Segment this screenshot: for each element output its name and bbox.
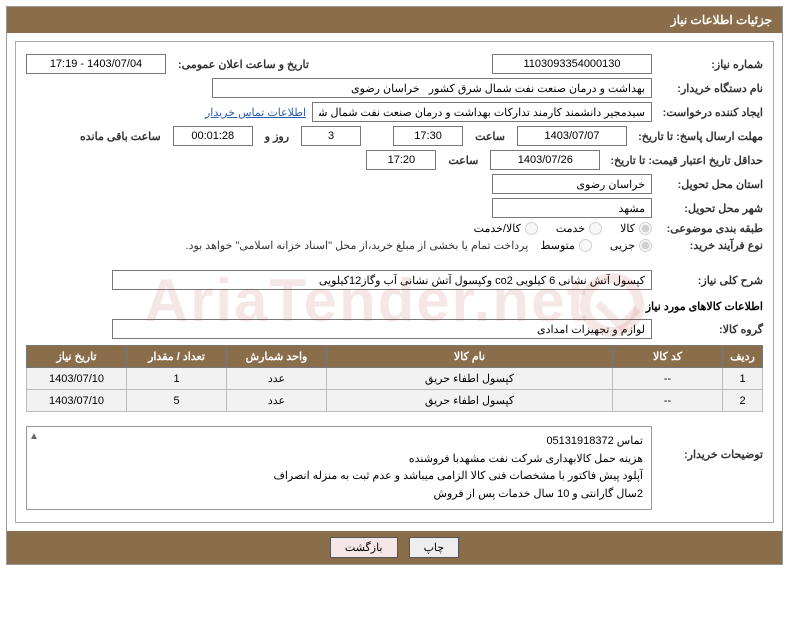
buyer-note-line: 2سال گارانتی و 10 سال خدمات پس از فروش (35, 486, 643, 504)
items-table: ردیف کد کالا نام کالا واحد شمارش تعداد /… (26, 345, 763, 412)
label-goods-group: گروه کالا: (658, 323, 763, 336)
buyer-note-line: آپلود پیش فاکتور با مشخصات فنی کالا الزا… (35, 468, 643, 486)
general-desc-field (112, 270, 652, 290)
th-date: تاریخ نیاز (27, 346, 127, 368)
delivery-city-field (492, 198, 652, 218)
remaining-time-field (173, 126, 253, 146)
response-time-field (393, 126, 463, 146)
buyer-org-field (212, 78, 652, 98)
label-days-and: روز و (259, 130, 295, 143)
table-row: 2 -- کپسول اطفاء حریق عدد 5 1403/07/10 (27, 390, 763, 412)
back-button[interactable]: بازگشت (330, 537, 398, 558)
label-delivery-city: شهر محل تحویل: (658, 202, 763, 215)
label-hour-2: ساعت (442, 154, 484, 167)
label-subject-class: طبقه بندی موضوعی: (658, 222, 763, 235)
purchase-type-radios: جزیی متوسط (540, 239, 652, 252)
label-need-no: شماره نیاز: (658, 58, 763, 71)
print-button[interactable]: چاپ (409, 537, 460, 558)
th-row: ردیف (723, 346, 763, 368)
subject-class-radios: کالا خدمت کالا/خدمت (474, 222, 652, 235)
buyer-notes-box: ▲ تماس 05131918372 هزینه حمل کالابهداری … (26, 426, 652, 510)
footer-bar: چاپ بازگشت (7, 531, 782, 564)
treasury-note: پرداخت تمام یا بخشی از مبلغ خرید،از محل … (186, 239, 535, 252)
radio-goods-service[interactable]: کالا/خدمت (474, 222, 538, 235)
th-qty: تعداد / مقدار (127, 346, 227, 368)
label-buyer-org: نام دستگاه خریدار: (658, 82, 763, 95)
page-title: جزئیات اطلاعات نیاز (671, 13, 772, 27)
goods-group-field (112, 319, 652, 339)
table-row: 1 -- کپسول اطفاء حریق عدد 1 1403/07/10 (27, 368, 763, 390)
radio-goods[interactable]: کالا (620, 222, 652, 235)
label-requester: ایجاد کننده درخواست: (658, 106, 763, 119)
label-purchase-type: نوع فرآیند خرید: (658, 239, 763, 252)
label-remaining: ساعت باقی مانده (74, 130, 167, 143)
radio-medium[interactable]: متوسط (540, 239, 592, 252)
scroll-up-icon[interactable]: ▲ (29, 429, 39, 445)
label-delivery-province: استان محل تحویل: (658, 178, 763, 191)
label-announce-datetime: تاریخ و ساعت اعلان عمومی: (172, 58, 315, 71)
radio-minor[interactable]: جزیی (610, 239, 652, 252)
th-name: نام کالا (327, 346, 613, 368)
th-unit: واحد شمارش (227, 346, 327, 368)
announce-datetime-field (26, 54, 166, 74)
buyer-contact-link[interactable]: اطلاعات تماس خریدار (205, 106, 306, 119)
label-general-desc: شرح کلی نیاز: (658, 274, 763, 287)
label-price-validity: حداقل تاریخ اعتبار قیمت: تا تاریخ: (606, 154, 763, 167)
need-no-field (492, 54, 652, 74)
label-buyer-notes: توضیحات خریدار: (658, 422, 763, 461)
label-response-deadline: مهلت ارسال پاسخ: تا تاریخ: (633, 130, 763, 143)
response-date-field (517, 126, 627, 146)
remaining-days-field (301, 126, 361, 146)
price-validity-date-field (490, 150, 600, 170)
label-hour-1: ساعت (469, 130, 511, 143)
price-validity-time-field (366, 150, 436, 170)
page-title-bar: جزئیات اطلاعات نیاز (7, 7, 782, 33)
items-info-title: اطلاعات کالاهای مورد نیاز (26, 300, 763, 313)
requester-field (312, 102, 652, 122)
buyer-note-line: تماس 05131918372 (35, 433, 643, 451)
delivery-province-field (492, 174, 652, 194)
buyer-note-line: هزینه حمل کالابهداری شرکت نفت مشهدبا فرو… (35, 451, 643, 469)
radio-service[interactable]: خدمت (556, 222, 602, 235)
th-code: کد کالا (613, 346, 723, 368)
